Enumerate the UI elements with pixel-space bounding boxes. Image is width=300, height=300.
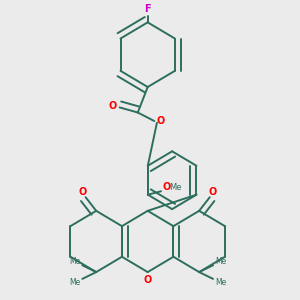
Text: Me: Me xyxy=(215,278,226,287)
Text: O: O xyxy=(78,187,86,197)
Text: O: O xyxy=(144,274,152,285)
Text: F: F xyxy=(144,4,151,14)
Text: Me: Me xyxy=(69,278,80,287)
Text: O: O xyxy=(156,116,164,126)
Text: Me: Me xyxy=(215,257,226,266)
Text: O: O xyxy=(162,182,170,192)
Text: O: O xyxy=(108,101,116,111)
Text: O: O xyxy=(209,187,217,197)
Text: Me: Me xyxy=(169,183,182,192)
Text: Me: Me xyxy=(69,257,80,266)
